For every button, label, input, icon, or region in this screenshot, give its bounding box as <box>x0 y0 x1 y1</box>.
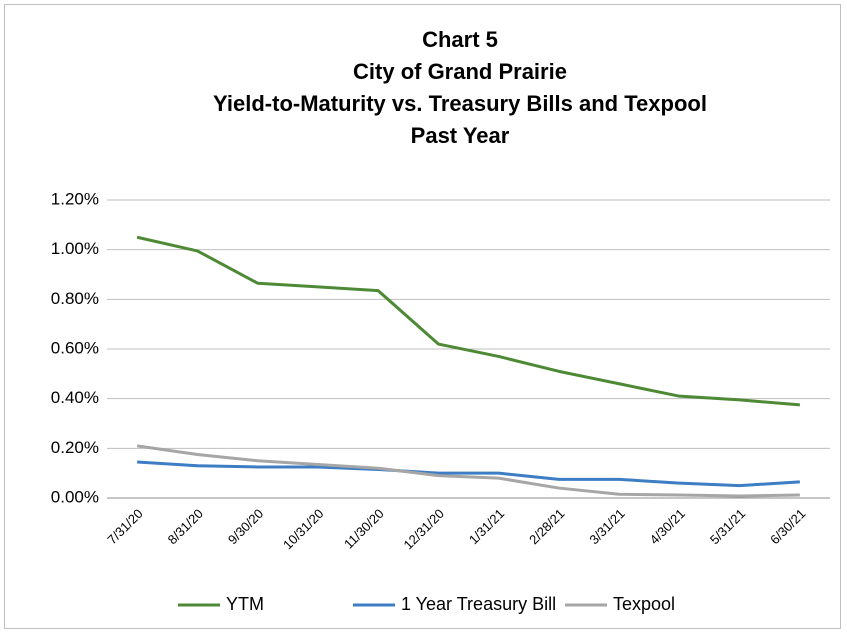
series-line <box>137 460 800 488</box>
y-tick-label: 1.20% <box>51 189 99 208</box>
legend-label: YTM <box>226 594 264 614</box>
chart-border <box>4 4 841 629</box>
y-tick-label: 0.00% <box>51 487 99 506</box>
series-line <box>136 235 800 407</box>
legend-label: 1 Year Treasury Bill <box>401 594 556 614</box>
legend-label: Texpool <box>613 594 675 614</box>
y-tick-label: 0.40% <box>51 388 99 407</box>
series-line <box>136 444 800 498</box>
y-tick-label: 0.60% <box>51 338 99 357</box>
chart-title: Past Year <box>411 123 510 148</box>
chart-title: Chart 5 <box>422 27 498 52</box>
y-tick-label: 0.80% <box>51 289 99 308</box>
y-tick-label: 1.00% <box>51 239 99 258</box>
chart-title: City of Grand Prairie <box>353 59 567 84</box>
y-tick-label: 0.20% <box>51 438 99 457</box>
chart-title: Yield-to-Maturity vs. Treasury Bills and… <box>213 91 707 116</box>
